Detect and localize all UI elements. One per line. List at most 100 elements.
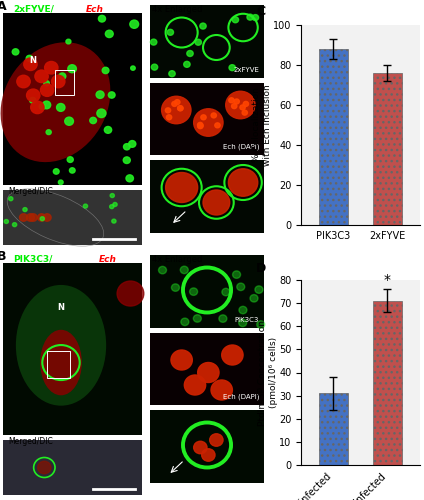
Circle shape (109, 92, 115, 98)
Circle shape (243, 102, 248, 106)
Circle shape (96, 91, 104, 98)
Circle shape (130, 20, 139, 28)
Circle shape (181, 318, 189, 326)
Circle shape (42, 101, 51, 109)
Circle shape (12, 222, 17, 226)
Ellipse shape (40, 330, 82, 396)
Ellipse shape (16, 285, 106, 406)
Circle shape (40, 84, 54, 96)
Bar (373, 73, 402, 225)
Circle shape (193, 314, 201, 322)
Text: Merged/DIC: Merged/DIC (8, 438, 53, 446)
Circle shape (198, 122, 203, 128)
Circle shape (167, 30, 173, 36)
Text: Ech: Ech (86, 5, 103, 14)
Circle shape (194, 109, 223, 136)
Circle shape (46, 130, 51, 134)
Circle shape (175, 100, 180, 104)
Bar (318, 49, 348, 225)
Bar (150, 332, 265, 405)
Circle shape (201, 115, 206, 120)
Circle shape (35, 70, 48, 82)
Text: N: N (58, 303, 64, 312)
Bar (3, 190, 142, 245)
Text: C: C (256, 5, 265, 18)
Circle shape (229, 64, 235, 70)
Text: 2xFYVE: 2xFYVE (233, 66, 259, 72)
Circle shape (172, 102, 177, 106)
Bar (150, 255, 265, 328)
Circle shape (131, 66, 135, 70)
Text: 2xFYVE/: 2xFYVE/ (14, 5, 54, 14)
Circle shape (53, 168, 59, 174)
Circle shape (169, 70, 175, 76)
Circle shape (126, 175, 134, 182)
Circle shape (38, 461, 51, 474)
Text: PIK3C3/: PIK3C3/ (14, 255, 53, 264)
Text: *: * (384, 273, 391, 287)
Text: Merged/DIC: Merged/DIC (8, 188, 53, 196)
Circle shape (110, 194, 114, 198)
Circle shape (211, 380, 232, 400)
Bar (3, 440, 142, 495)
Circle shape (239, 319, 247, 326)
Circle shape (45, 62, 58, 74)
Circle shape (178, 106, 183, 111)
Circle shape (52, 75, 65, 88)
Text: Ech: Ech (99, 255, 117, 264)
Bar (318, 394, 348, 465)
Bar (150, 82, 265, 155)
Circle shape (222, 288, 230, 296)
Circle shape (26, 56, 33, 62)
Circle shape (40, 216, 45, 220)
Circle shape (198, 362, 219, 382)
Circle shape (112, 219, 116, 223)
Bar (3, 262, 142, 435)
Y-axis label: PtdIns3P Concentration
(pmol/10⁶ cells): PtdIns3P Concentration (pmol/10⁶ cells) (258, 320, 278, 426)
Circle shape (110, 204, 114, 208)
Circle shape (56, 104, 65, 112)
Circle shape (31, 101, 44, 114)
Circle shape (105, 30, 113, 38)
Circle shape (202, 449, 215, 461)
Circle shape (219, 315, 227, 322)
Bar (3, 12, 142, 185)
Text: A: A (0, 0, 7, 13)
Circle shape (27, 89, 40, 102)
Circle shape (66, 39, 71, 44)
Circle shape (162, 96, 191, 124)
Circle shape (123, 157, 130, 164)
Circle shape (59, 73, 66, 80)
Circle shape (257, 321, 265, 328)
Circle shape (29, 214, 37, 221)
Circle shape (39, 104, 45, 110)
Circle shape (59, 180, 63, 184)
Bar (150, 160, 265, 232)
Circle shape (171, 350, 192, 370)
Circle shape (165, 108, 171, 113)
Y-axis label: % Colocalization
with Ech Inclusion: % Colocalization with Ech Inclusion (252, 84, 271, 166)
Circle shape (180, 266, 188, 274)
Circle shape (151, 64, 158, 70)
Text: 4x Enlarged: 4x Enlarged (152, 255, 203, 264)
Bar (56, 70, 74, 96)
Circle shape (8, 196, 13, 200)
Circle shape (117, 281, 144, 306)
Circle shape (44, 80, 49, 86)
Circle shape (200, 23, 206, 29)
Circle shape (237, 283, 245, 290)
Circle shape (229, 98, 234, 103)
Circle shape (17, 75, 30, 88)
Circle shape (98, 16, 106, 22)
Circle shape (229, 169, 258, 196)
Circle shape (194, 441, 207, 454)
Circle shape (211, 113, 216, 118)
Bar (150, 410, 265, 482)
Circle shape (210, 434, 223, 446)
Text: PIK3C3: PIK3C3 (235, 316, 259, 322)
Circle shape (239, 306, 247, 314)
Circle shape (159, 266, 167, 274)
Circle shape (4, 220, 8, 224)
Circle shape (166, 115, 172, 120)
Circle shape (226, 91, 255, 118)
